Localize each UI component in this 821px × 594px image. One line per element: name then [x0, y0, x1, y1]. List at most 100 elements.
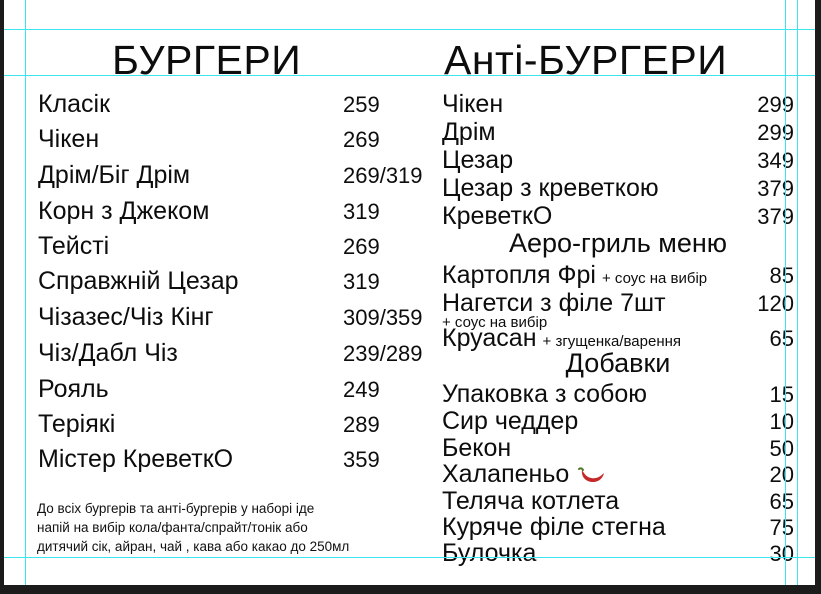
item-name: Куряче філе стегна: [442, 513, 666, 541]
item-price: 319: [343, 269, 380, 294]
menu-item-row[interactable]: Теріякі 289: [38, 412, 438, 437]
menu-item-row[interactable]: Булочка 30: [442, 541, 794, 566]
menu-item-row[interactable]: Круасан + згущенка/варення 65: [442, 326, 794, 351]
item-price: 269/319: [343, 163, 423, 188]
guide-horizontal-title: [0, 75, 821, 76]
item-price: 239/289: [343, 341, 423, 366]
item-name: Картопля Фрі + соус на вибір: [442, 263, 750, 288]
footnote-line: дитячий сік, айран, чай , кава або какао…: [37, 539, 350, 555]
item-price: 65: [769, 326, 794, 351]
menu-item-row[interactable]: Картопля Фрі + соус на вибір 85: [442, 263, 794, 288]
menu-item-row[interactable]: Чікен 269: [38, 127, 438, 152]
item-name: Булочка: [442, 539, 537, 567]
menu-item-row[interactable]: Класік 259: [38, 92, 438, 117]
item-name-text: Халапеньо: [442, 460, 570, 488]
item-price: 379: [757, 176, 794, 201]
item-price: 249: [343, 377, 380, 402]
menu-item-row[interactable]: Теляча котлета 65: [442, 489, 794, 514]
menu-item-row[interactable]: Чізазес/Чіз Кінг 309/359: [38, 305, 438, 330]
menu-item-row[interactable]: Чікен 299: [442, 92, 794, 117]
item-price: 65: [769, 489, 794, 514]
addons-section-title: Добавки: [565, 348, 671, 378]
footnote-line: До всіх бургерів та анті-бургерів у набо…: [37, 501, 315, 516]
menu-item-row[interactable]: Упаковка з собою 15: [442, 382, 794, 407]
item-name: Бекон: [442, 434, 512, 462]
item-name: Упаковка з собою: [442, 380, 648, 408]
item-subnote: + соус на вибір: [442, 314, 548, 331]
item-name: Дрім/Біг Дрім: [38, 161, 191, 189]
menu-item-row[interactable]: Бекон 50: [442, 436, 794, 461]
menu-item-row[interactable]: Куряче філе стегна 75: [442, 515, 794, 540]
item-price: 259: [343, 92, 380, 117]
item-name: Містер КреветкО: [38, 445, 234, 473]
menu-item-row[interactable]: Цезар з креветкою 379: [442, 176, 794, 201]
page-edge-bottom: [0, 585, 821, 594]
item-name: Корн з Джеком: [38, 197, 210, 225]
menu-item-row[interactable]: Містер КреветкО 359: [38, 447, 438, 472]
item-price: 299: [757, 92, 794, 117]
item-name: Нагетси з філе 7шт: [442, 289, 666, 317]
guide-vertical-right-outer: [797, 0, 798, 594]
anti-burgers-title: Анті-БУРГЕРИ: [444, 37, 728, 83]
item-name: Дрім: [442, 118, 496, 146]
item-price: 75: [769, 515, 794, 540]
chili-pepper-icon: [575, 464, 605, 489]
item-name: Сир чеддер: [442, 407, 579, 435]
item-price: 289: [343, 412, 380, 437]
menu-item-row[interactable]: Халапеньо 20: [442, 462, 794, 489]
menu-item-row[interactable]: Цезар 349: [442, 148, 794, 173]
item-price: 30: [769, 541, 794, 566]
item-name-text: Круасан: [442, 324, 537, 352]
guide-vertical-left: [25, 0, 26, 594]
item-price: 50: [769, 436, 794, 461]
item-price: 10: [769, 409, 794, 434]
item-price: 319: [343, 199, 380, 224]
item-price: 299: [757, 120, 794, 145]
menu-item-row[interactable]: КреветкО 379: [442, 204, 794, 229]
menu-item-row[interactable]: Чіз/Дабл Чіз 239/289: [38, 341, 438, 366]
page-edge-left: [0, 0, 4, 594]
item-price: 269: [343, 234, 380, 259]
item-price: 15: [769, 382, 794, 407]
item-name: Круасан + згущенка/варення: [442, 326, 750, 351]
item-name: Цезар з креветкою: [442, 174, 659, 202]
item-price: 269: [343, 127, 380, 152]
item-name: Рояль: [38, 375, 109, 403]
guide-vertical-right-inner: [785, 0, 786, 594]
item-name: Чікен: [442, 90, 504, 118]
item-name: КреветкО: [442, 202, 553, 230]
item-name: Чіз/Дабл Чіз: [38, 339, 178, 367]
burgers-title: БУРГЕРИ: [112, 37, 302, 83]
guide-horizontal-top: [0, 29, 821, 30]
item-name: Чізазес/Чіз Кінг: [38, 303, 214, 331]
item-name: Цезар: [442, 146, 514, 174]
menu-item-row[interactable]: Нагетси з філе 7шт 120: [442, 291, 794, 316]
item-name: Класік: [38, 90, 111, 118]
item-price: 309/359: [343, 305, 423, 330]
item-name: Теляча котлета: [442, 487, 620, 515]
drinks-footnote: До всіх бургерів та анті-бургерів у набо…: [37, 499, 417, 556]
menu-item-row[interactable]: Корн з Джеком 319: [38, 199, 438, 224]
guide-horizontal-bottom: [0, 557, 821, 558]
menu-item-row[interactable]: Рояль 249: [38, 377, 438, 402]
item-name-text: Картопля Фрі: [442, 261, 596, 289]
menu-item-row[interactable]: Дрім/Біг Дрім 269/319: [38, 163, 438, 188]
menu-item-row[interactable]: Дрім 299: [442, 120, 794, 145]
footnote-line: напій на вибір кола/фанта/спрайт/тонік а…: [37, 520, 308, 536]
item-price: 120: [757, 291, 794, 316]
item-price: 359: [343, 447, 380, 472]
item-price: 349: [757, 148, 794, 173]
item-name: Чікен: [38, 125, 100, 153]
item-note: + згущенка/варення: [542, 333, 682, 350]
menu-item-row[interactable]: Справжній Цезар 319: [38, 269, 438, 294]
page-edge-right: [815, 0, 821, 594]
item-name: Теріякі: [38, 410, 116, 438]
grill-section-title: Аеро-гриль меню: [508, 228, 728, 258]
item-name: Справжній Цезар: [38, 267, 239, 295]
item-note: + соус на вибір: [601, 270, 708, 287]
item-name: Халапеньо: [442, 462, 750, 489]
menu-item-row[interactable]: Сир чеддер 10: [442, 409, 794, 434]
menu-item-row[interactable]: Тейсті 269: [38, 234, 438, 259]
item-name: Тейсті: [38, 232, 110, 260]
